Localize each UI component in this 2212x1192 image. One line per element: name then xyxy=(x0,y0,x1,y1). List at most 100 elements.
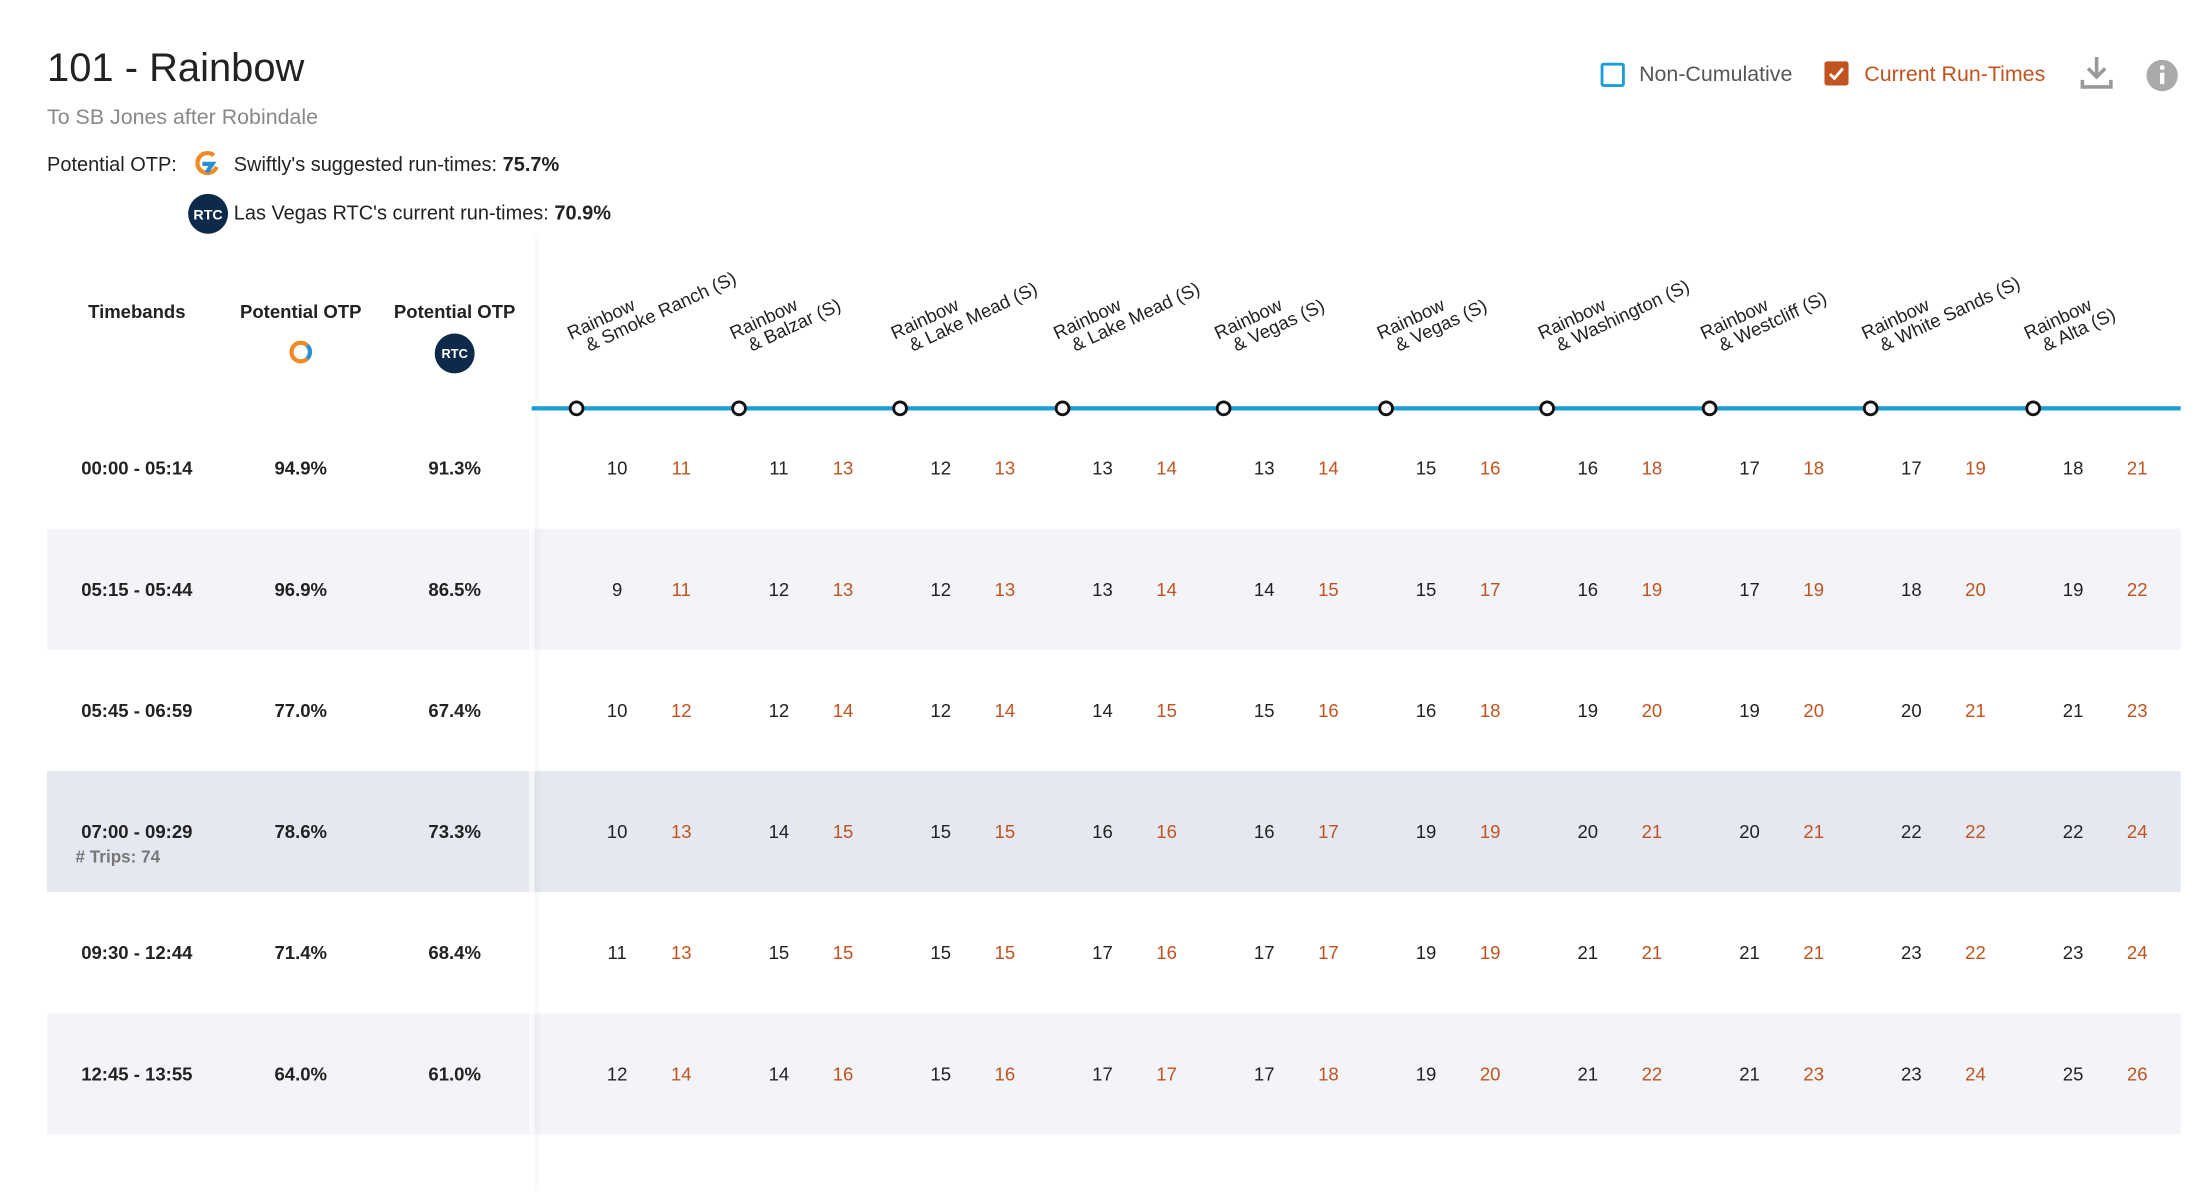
suggested-time: 15 xyxy=(930,941,952,963)
suggested-time: 17 xyxy=(1092,1062,1113,1084)
current-time: 15 xyxy=(1318,577,1339,600)
suggested-time: 12 xyxy=(930,699,952,721)
current-time: 21 xyxy=(2126,456,2148,479)
suggested-time: 17 xyxy=(1739,456,1760,479)
current-time: 13 xyxy=(670,820,692,842)
suggested-time: 13 xyxy=(1092,456,1113,479)
current-time: 15 xyxy=(832,820,854,842)
current-time: 17 xyxy=(1318,820,1339,842)
subtitle: To SB Jones after Robindale xyxy=(47,105,319,130)
rtc-logo-text: RTC xyxy=(193,207,222,223)
current-time: 21 xyxy=(1803,820,1825,842)
suggested-time: 22 xyxy=(1901,820,1922,842)
rtc-otp: Las Vegas RTC's current run-times: 70.9% xyxy=(234,201,611,224)
stop-marker xyxy=(1377,400,1394,417)
suggested-time: 25 xyxy=(2062,1062,2084,1084)
current-time: 21 xyxy=(1641,941,1663,963)
suggested-time: 16 xyxy=(1415,699,1437,721)
swiftly-otp: 94.9% xyxy=(274,456,328,479)
current-time: 14 xyxy=(1156,456,1177,479)
stop-marker xyxy=(1215,400,1232,417)
suggested-time: 19 xyxy=(1739,699,1760,721)
swiftly-otp: 78.6% xyxy=(274,820,328,842)
stop-label: Rainbow & White Sands (S) xyxy=(1858,256,2023,359)
suggested-time: 10 xyxy=(606,699,628,721)
column-header: Potential OTP xyxy=(393,300,516,323)
timeband: 09:30 - 12:44 xyxy=(81,941,193,963)
suggested-time: 14 xyxy=(1092,699,1113,721)
row-background xyxy=(47,1013,2181,1135)
current-time: 24 xyxy=(2126,941,2148,963)
rtc-logo: RTC xyxy=(188,193,229,234)
suggested-time: 17 xyxy=(1253,941,1275,963)
suggested-time: 23 xyxy=(1901,1062,1922,1084)
current-time: 23 xyxy=(2126,699,2148,721)
suggested-time: 19 xyxy=(1415,820,1437,842)
current-time: 11 xyxy=(671,456,691,479)
stop-marker xyxy=(730,400,747,417)
swiftly-otp: Swiftly's suggested run-times: 75.7% xyxy=(234,153,559,176)
rtc-otp: 91.3% xyxy=(428,456,481,479)
rtc-otp: 61.0% xyxy=(428,1062,481,1084)
current-time: 18 xyxy=(1803,456,1825,479)
current-time: 14 xyxy=(670,1062,692,1084)
column-header: Timebands xyxy=(88,300,186,323)
current-time: 21 xyxy=(1965,699,1986,721)
suggested-time: 20 xyxy=(1577,820,1599,842)
suggested-time: 15 xyxy=(768,941,790,963)
suggested-time: 15 xyxy=(1415,456,1437,479)
current-time: 11 xyxy=(671,577,691,600)
swiftly-text: Swiftly's suggested run-times: xyxy=(233,152,498,176)
row-background xyxy=(47,771,2181,893)
current-time: 18 xyxy=(1641,456,1663,479)
suggested-time: 12 xyxy=(768,577,790,600)
current-time: 21 xyxy=(1641,820,1663,842)
current-time: 16 xyxy=(1479,456,1501,479)
row-background xyxy=(47,892,2181,1014)
suggested-time: 21 xyxy=(1577,941,1599,963)
suggested-time: 17 xyxy=(1092,941,1113,963)
trip-count: # Trips: 74 xyxy=(75,845,161,866)
suggested-time: 17 xyxy=(1739,577,1760,600)
stop-marker xyxy=(568,400,585,417)
info-icon[interactable] xyxy=(2145,58,2179,92)
stop-marker xyxy=(1539,400,1556,417)
current-time: 17 xyxy=(1318,941,1339,963)
stop-label: Rainbow & Alta (S) xyxy=(2020,288,2118,359)
download-icon[interactable] xyxy=(2080,54,2114,91)
timeband: 05:15 - 05:44 xyxy=(81,577,193,600)
current-time: 18 xyxy=(1318,1062,1339,1084)
current-time: 26 xyxy=(2126,1062,2148,1084)
suggested-time: 15 xyxy=(1253,699,1275,721)
suggested-time: 16 xyxy=(1577,456,1599,479)
rtc-otp: 86.5% xyxy=(428,577,481,600)
checkbox[interactable] xyxy=(1600,62,1625,87)
stop-marker xyxy=(1054,400,1070,417)
suggested-time: 19 xyxy=(2062,577,2084,600)
checkbox-label[interactable]: Current Run-Times xyxy=(1864,62,2046,87)
current-time: 13 xyxy=(832,456,854,479)
rtc-otp: 73.3% xyxy=(428,820,481,842)
suggested-time: 16 xyxy=(1092,820,1113,842)
current-time: 15 xyxy=(1156,699,1177,721)
current-time: 17 xyxy=(1156,1062,1177,1084)
current-time: 12 xyxy=(670,699,692,721)
suggested-time: 15 xyxy=(930,1062,952,1084)
stop-marker xyxy=(1701,400,1717,417)
column-header: Potential OTP xyxy=(239,300,362,323)
current-time: 16 xyxy=(1156,941,1177,963)
stop-label: Rainbow & Vegas (S) xyxy=(1211,279,1328,359)
row-background xyxy=(47,649,2181,772)
suggested-time: 12 xyxy=(606,1062,628,1084)
suggested-time: 15 xyxy=(930,820,952,842)
checkbox-label[interactable]: Non-Cumulative xyxy=(1639,62,1793,87)
current-time: 13 xyxy=(832,577,854,600)
suggested-time: 12 xyxy=(768,699,790,721)
checkbox-checked[interactable] xyxy=(1824,61,1849,86)
stop-label: Rainbow & Westcliff (S) xyxy=(1696,271,1829,359)
swiftly-value: 75.7% xyxy=(502,152,560,176)
swiftly-otp: 64.0% xyxy=(274,1062,328,1084)
stop-label: Rainbow & Balzar (S) xyxy=(726,279,844,360)
current-time: 13 xyxy=(670,941,692,963)
